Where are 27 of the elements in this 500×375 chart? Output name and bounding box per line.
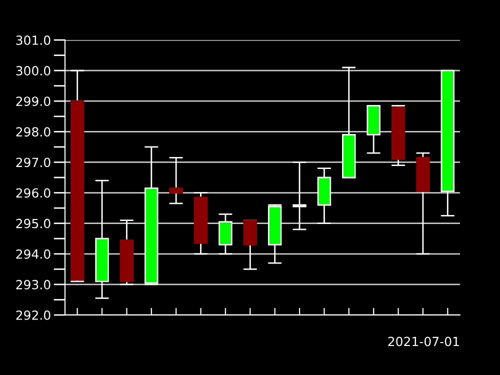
candlestick (416, 152, 430, 255)
candlestick (268, 204, 282, 264)
candlestick (95, 180, 109, 299)
candlestick (366, 105, 380, 154)
y-tick-label: 301.0 (16, 35, 50, 45)
y-tick-label: 299.0 (16, 96, 50, 106)
y-tick-label: 298.0 (16, 127, 50, 137)
candlestick (440, 70, 455, 216)
candlestick (292, 162, 306, 230)
y-tick-label: 300.0 (16, 66, 50, 76)
y-tick-label: 295.0 (16, 218, 50, 228)
y-tick-label: 292.0 (16, 310, 50, 320)
candlestick (342, 66, 356, 178)
x-axis-title: 2021-07-01 (388, 336, 459, 346)
candlestick (317, 168, 332, 224)
candlestick (218, 213, 232, 255)
candlestick (70, 70, 84, 282)
candlestick (243, 220, 258, 270)
y-tick-label: 296.0 (16, 188, 50, 198)
candlestick (194, 192, 208, 255)
candlestick (120, 220, 134, 286)
y-tick-label: 297.0 (16, 158, 50, 168)
candlestick (144, 146, 158, 286)
y-tick-label: 294.0 (16, 249, 50, 259)
candlestick (391, 105, 406, 166)
candlestick (169, 156, 183, 204)
y-tick-label: 293.0 (16, 280, 50, 290)
